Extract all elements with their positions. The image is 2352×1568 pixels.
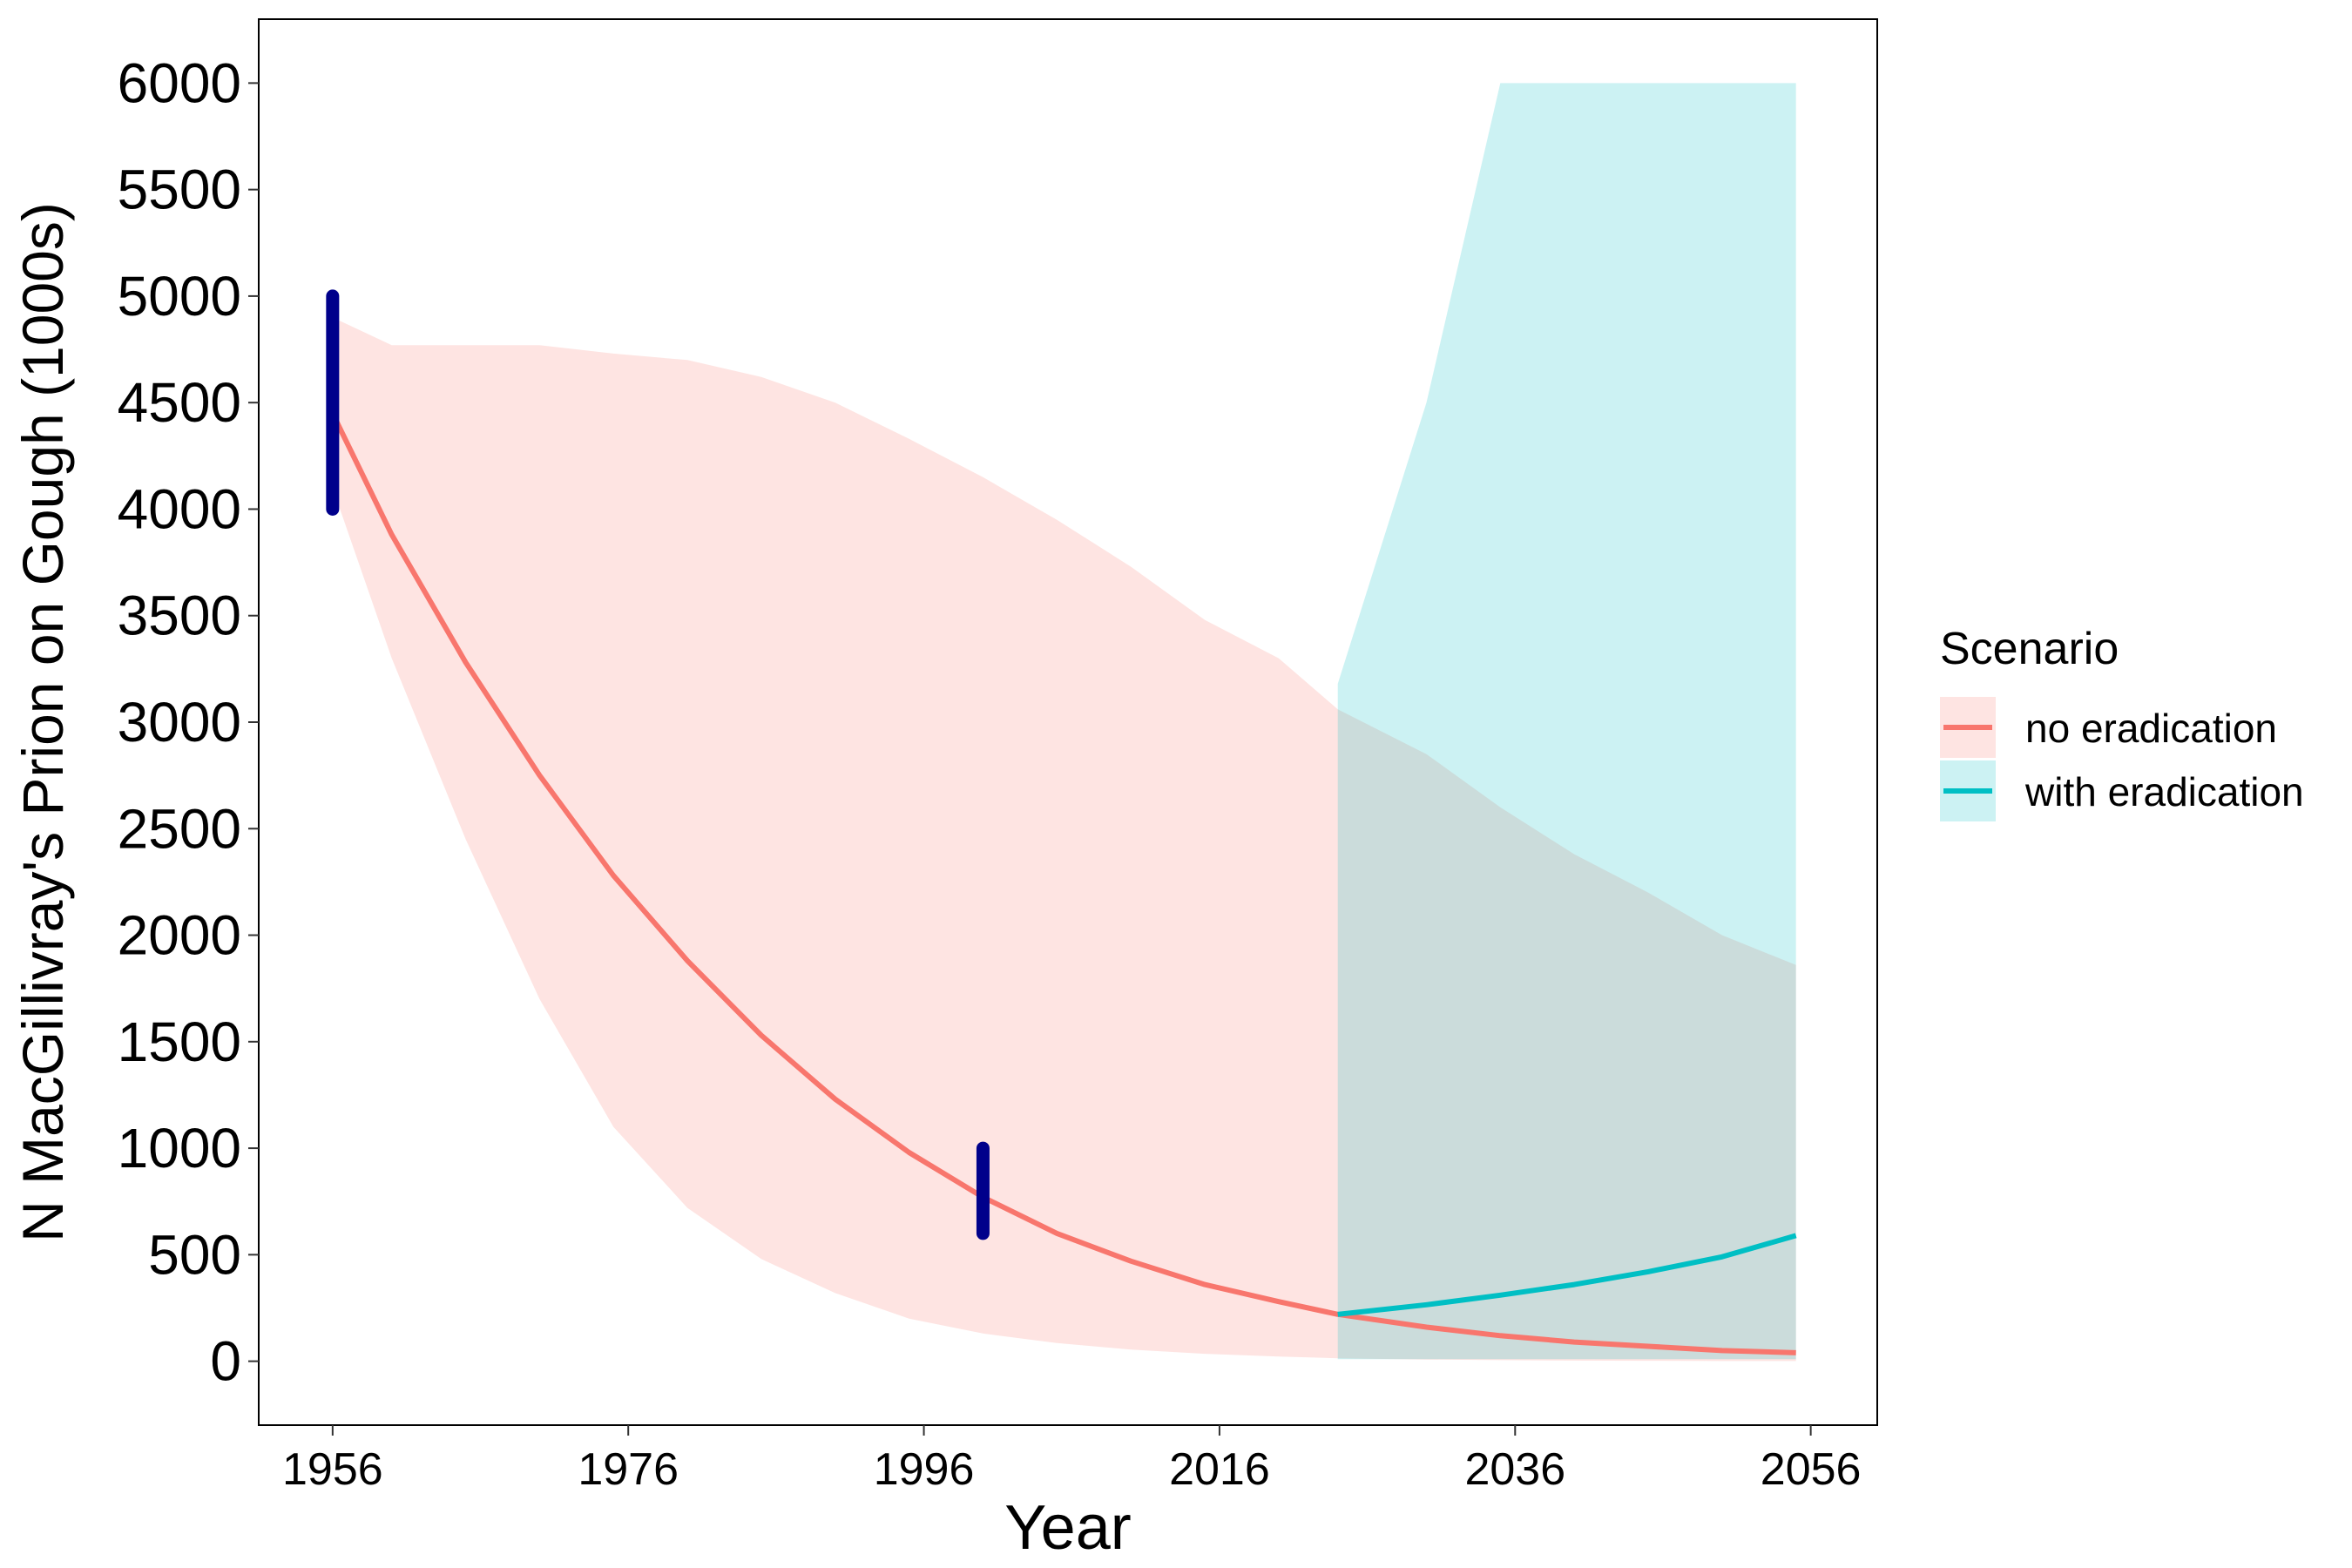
legend: Scenario no eradication with eradication	[1940, 624, 2304, 821]
observation-bars	[326, 289, 990, 1240]
x-tick-label: 2056	[1761, 1444, 1862, 1495]
y-tick-label: 1500	[118, 1010, 241, 1073]
y-tick-label: 2500	[118, 797, 241, 860]
x-tick-label: 1976	[578, 1444, 679, 1495]
y-tick-label: 0	[210, 1330, 241, 1393]
line-no-eradication	[330, 412, 1796, 1355]
x-axis-title: Year	[1004, 1493, 1131, 1563]
x-tick-label: 2036	[1464, 1444, 1565, 1495]
y-axis: 0 500 1000 1500 2000 2500 3000 3500 4000 4500 5000…	[118, 51, 259, 1393]
y-tick-label: 4500	[118, 371, 241, 434]
y-tick-label: 500	[148, 1223, 241, 1286]
y-tick-label: 2000	[118, 904, 241, 967]
x-axis: 1956 1976 1996 2016 2036 2056	[282, 1425, 1861, 1495]
x-tick-label: 2016	[1169, 1444, 1270, 1495]
y-tick-label: 6000	[118, 51, 241, 114]
ribbon-no-eradication	[332, 317, 1796, 1362]
ribbon-with-eradication	[1337, 83, 1796, 1360]
y-tick-label: 5000	[118, 265, 241, 328]
series-lines	[330, 412, 1797, 1355]
y-tick-label: 3000	[118, 691, 241, 754]
y-tick-label: 1000	[118, 1117, 241, 1179]
legend-label-with-eradication: with eradication	[2024, 769, 2304, 814]
legend-label-no-eradication: no eradication	[2025, 706, 2277, 751]
confidence-ribbons	[332, 83, 1796, 1362]
x-tick-label: 1996	[874, 1444, 975, 1495]
line-with-eradication	[1337, 1233, 1797, 1317]
y-tick-label: 5500	[118, 159, 241, 221]
y-tick-label: 3500	[118, 585, 241, 647]
y-axis-title: N MacGillivray's Prion on Gough (1000s)	[10, 202, 75, 1242]
x-tick-label: 1956	[282, 1444, 383, 1495]
legend-title: Scenario	[1940, 624, 2119, 674]
y-tick-label: 4000	[118, 477, 241, 540]
